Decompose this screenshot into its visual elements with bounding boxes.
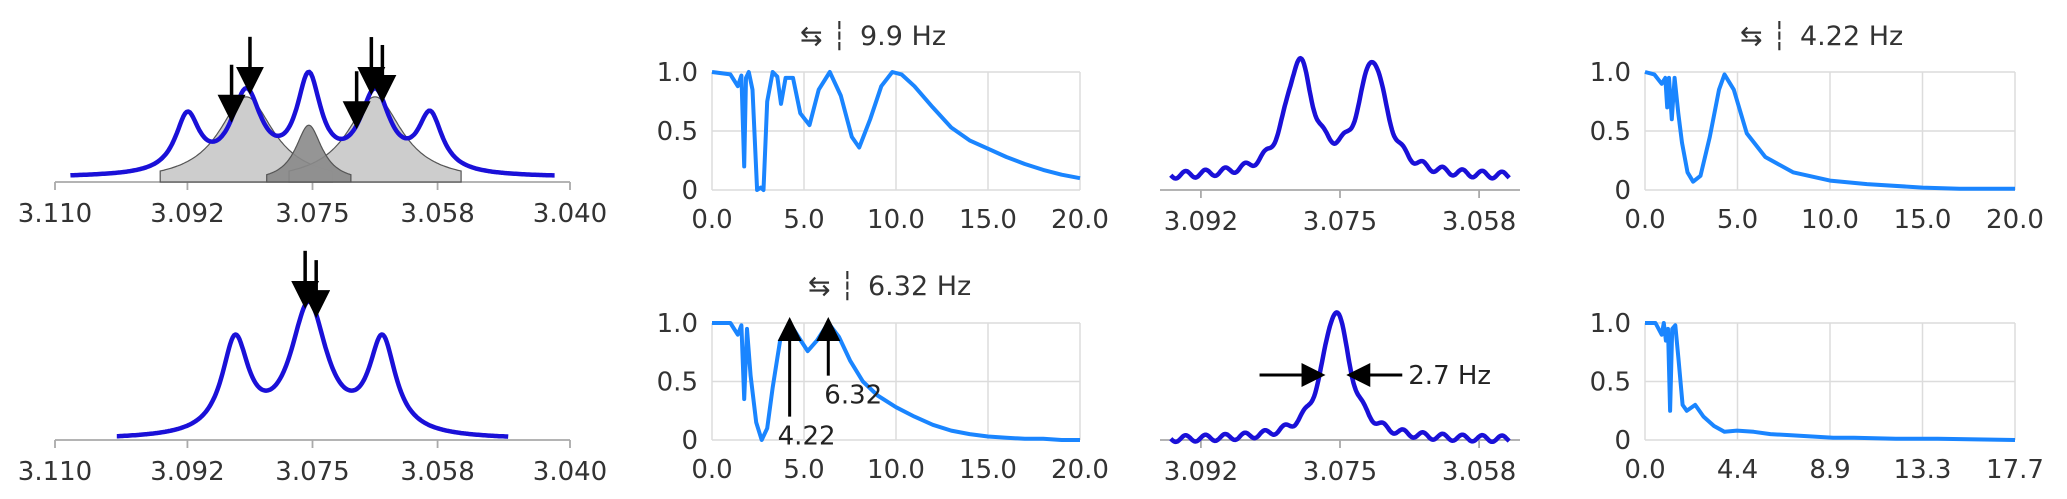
x-tick-label: 3.040 (533, 199, 607, 229)
panel-top-center: 0.0 5.0 10.0 15.0 20.0 0 0.5 1.0 (657, 58, 1109, 235)
title-bottom-center: ⇆ ┆ 6.32 Hz (808, 271, 971, 302)
y-tick-label: 0.5 (657, 117, 698, 147)
spectrum-line (115, 299, 510, 439)
title-top-center: ⇆ ┆ 9.9 Hz (800, 21, 946, 52)
annotation-label: 6.32 (824, 381, 882, 411)
x-tick-label: 3.058 (1442, 207, 1516, 237)
series-line (711, 70, 1081, 192)
x-tick-label: 0.0 (1624, 455, 1665, 485)
y-tick-label: 1.0 (1590, 309, 1631, 339)
panel-title: 4.22 Hz (1800, 21, 1903, 52)
x-tick-label: 3.058 (400, 199, 474, 229)
panel-title: 9.9 Hz (860, 21, 946, 52)
panel-top-right-spectrum: 3.092 3.075 3.058 (1160, 55, 1520, 237)
y-tick-label: 0 (681, 426, 698, 456)
x-tick-label: 0.0 (1624, 205, 1665, 235)
swap-icon: ⇆ ┆ (800, 21, 847, 52)
x-tick-label: 3.075 (1303, 457, 1377, 487)
x-tick-label: 5.0 (783, 205, 824, 235)
y-tick-label: 0 (681, 176, 698, 206)
x-tick-label: 0.0 (691, 455, 732, 485)
spectrum-line (1169, 310, 1511, 445)
x-tick-label: 10.0 (867, 455, 925, 485)
x-tick-label: 5.0 (783, 455, 824, 485)
spectrum-line (69, 69, 556, 178)
y-tick-label: 1.0 (657, 58, 698, 88)
panel-title: 6.32 Hz (868, 271, 971, 302)
x-tick-label: 3.092 (150, 199, 224, 229)
y-tick-label: 0 (1614, 426, 1631, 456)
panel-bottom-right-spectrum: 3.092 3.075 3.058 2.7 Hz (1160, 310, 1520, 487)
swap-icon: ⇆ ┆ (808, 271, 855, 302)
x-tick-label: 3.092 (1164, 457, 1238, 487)
spectrum-line (1169, 55, 1511, 181)
panel-bottom-right: 0.0 4.4 8.9 13.3 17.7 0 0.5 1.0 (1590, 309, 2044, 485)
x-tick-label: 15.0 (959, 205, 1017, 235)
swap-icon: ⇆ ┆ (1740, 21, 1787, 52)
width-label: 2.7 Hz (1408, 361, 1491, 391)
x-tick-label: 3.075 (275, 457, 349, 487)
x-tick-label: 20.0 (1986, 205, 2044, 235)
x-tick-label: 13.3 (1894, 455, 1952, 485)
panel-bottom-left: 3.110 3.092 3.075 3.058 3.040 (18, 250, 607, 487)
x-tick-label: 10.0 (867, 205, 925, 235)
y-tick-label: 0.5 (1590, 117, 1631, 147)
x-tick-label: 17.7 (1986, 455, 2044, 485)
shaded-component (266, 124, 352, 183)
x-tick-label: 3.075 (1303, 207, 1377, 237)
x-tick-label: 3.058 (1442, 457, 1516, 487)
title-top-right: ⇆ ┆ 4.22 Hz (1740, 21, 1903, 52)
x-tick-label: 10.0 (1801, 205, 1859, 235)
x-tick-label: 5.0 (1717, 205, 1758, 235)
x-tick-label: 20.0 (1051, 205, 1109, 235)
x-tick-label: 4.4 (1717, 455, 1758, 485)
x-tick-label: 15.0 (959, 455, 1017, 485)
x-tick-label: 8.9 (1809, 455, 1850, 485)
x-tick-label: 3.110 (18, 199, 92, 229)
x-tick-label: 15.0 (1894, 205, 1952, 235)
series-line (1645, 321, 2016, 442)
panel-top-left: 3.110 3.092 3.075 3.058 3.040 (18, 36, 607, 229)
y-tick-label: 1.0 (1590, 58, 1631, 88)
annotation-label: 4.22 (778, 422, 836, 452)
x-tick-label: 3.092 (150, 457, 224, 487)
panel-top-right: 0.0 5.0 10.0 15.0 20.0 0 0.5 1.0 (1590, 58, 2044, 235)
x-tick-label: 3.040 (533, 457, 607, 487)
x-tick-label: 3.075 (275, 199, 349, 229)
y-tick-label: 0.5 (1590, 368, 1631, 398)
panel-bottom-center: 0.0 5.0 10.0 15.0 20.0 0 0.5 1.0 4.22 6.32 (657, 309, 1109, 485)
y-tick-label: 0.5 (657, 368, 698, 398)
y-tick-label: 1.0 (657, 309, 698, 339)
x-tick-label: 3.092 (1164, 207, 1238, 237)
x-tick-label: 20.0 (1051, 455, 1109, 485)
series-line (1644, 70, 2015, 191)
x-tick-label: 3.058 (400, 457, 474, 487)
x-tick-label: 0.0 (691, 205, 732, 235)
x-tick-label: 3.110 (18, 457, 92, 487)
y-tick-label: 0 (1614, 176, 1631, 206)
